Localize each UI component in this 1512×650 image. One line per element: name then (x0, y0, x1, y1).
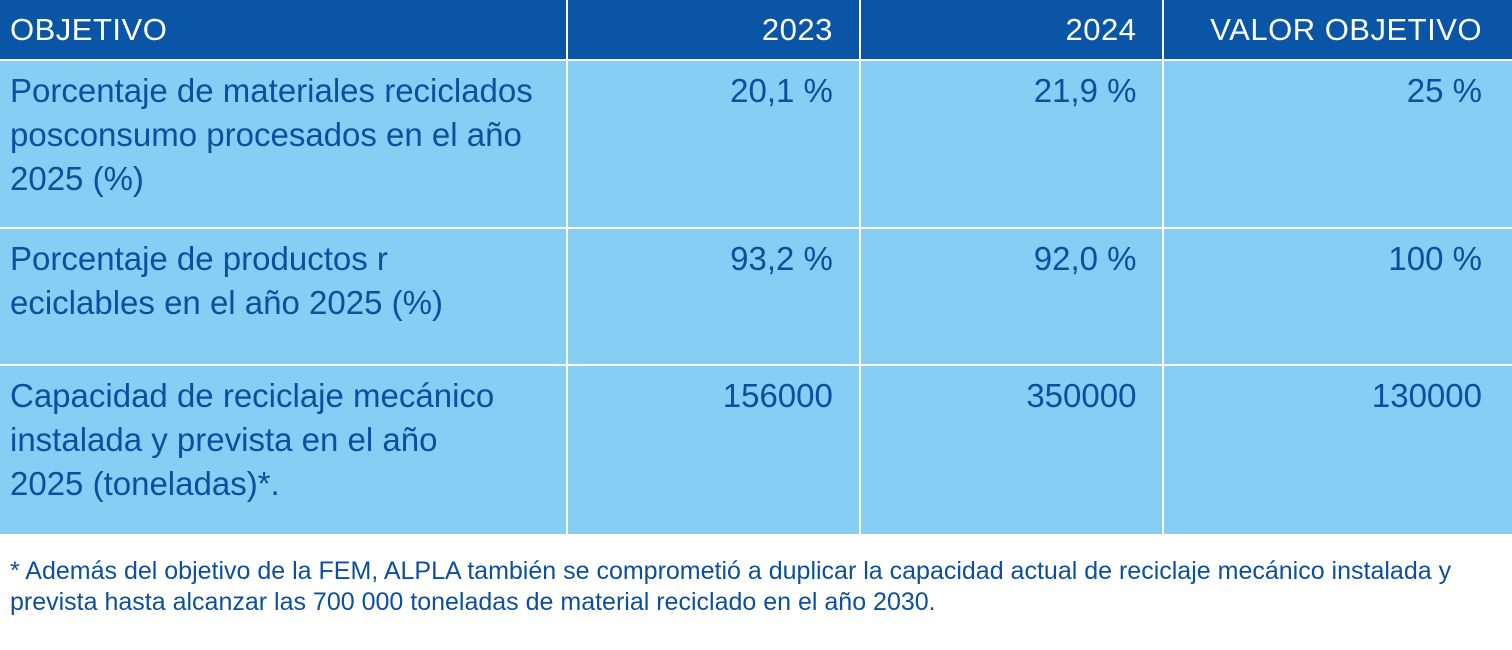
header-2024: 2024 (860, 0, 1163, 59)
header-valor-objetivo: VALOR OBJETIVO (1164, 0, 1512, 59)
table-row: Capacidad de reciclaje mecánico instalad… (0, 366, 1512, 534)
header-2023: 2023 (568, 0, 859, 59)
row-objetivo: Porcentaje de productos r eciclables en … (0, 229, 567, 364)
objectives-table: OBJETIVO 2023 2024 VALOR OBJETIVO Porcen… (0, 0, 1512, 536)
row-value-2024: 92,0 % (860, 229, 1163, 364)
row-valor-objetivo: 130000 (1164, 366, 1512, 534)
row-valor-objetivo: 25 % (1164, 61, 1512, 227)
row-value-2023: 156000 (568, 366, 859, 534)
row-objetivo: Porcentaje de materiales reciclados posc… (0, 61, 567, 227)
row-objetivo: Capacidad de reciclaje mecánico instalad… (0, 366, 567, 534)
row-value-2024: 21,9 % (860, 61, 1163, 227)
table-row: Porcentaje de materiales reciclados posc… (0, 61, 1512, 227)
table-header-row: OBJETIVO 2023 2024 VALOR OBJETIVO (0, 0, 1512, 59)
table-row: Porcentaje de productos r eciclables en … (0, 229, 1512, 364)
row-valor-objetivo: 100 % (1164, 229, 1512, 364)
row-value-2023: 93,2 % (568, 229, 859, 364)
row-value-2023: 20,1 % (568, 61, 859, 227)
footnote: * Además del objetivo de la FEM, ALPLA t… (10, 557, 1452, 616)
row-value-2024: 350000 (860, 366, 1163, 534)
header-objetivo: OBJETIVO (0, 0, 567, 59)
